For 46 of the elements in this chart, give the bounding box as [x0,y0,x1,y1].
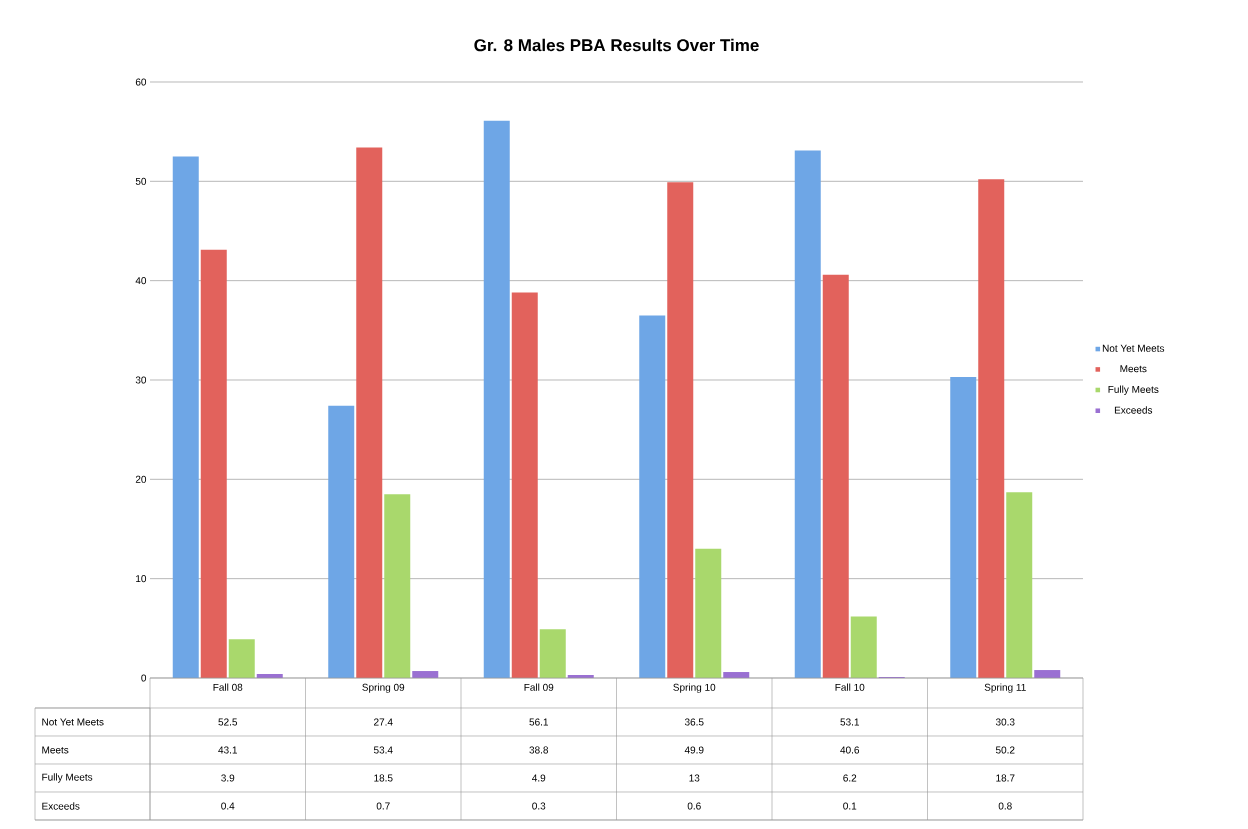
data-label: 53.1 [840,718,859,726]
legend-label: Exceeds [1114,406,1153,414]
x-tick-label: Spring 10 [673,683,716,693]
data-label: 52.5 [218,718,238,726]
data-label: 6.2 [843,774,857,782]
y-tick-label: 0 [141,674,147,682]
chart-title: Gr. 8 Males PBA Results Over Time [474,38,759,52]
data-label: 27.4 [374,718,393,726]
x-tick-label: Fall 09 [524,683,554,691]
data-label: 30.3 [995,718,1015,726]
data-label: 0.6 [687,802,701,810]
data-label: 49.9 [684,746,704,754]
x-tick-label: Fall 10 [835,683,865,691]
data-label: 43.1 [218,746,238,754]
x-tick-label: Spring 09 [362,683,405,693]
data-label: 38.8 [529,746,549,754]
text: Meets [42,746,69,754]
text: Fully Meets [42,773,93,783]
y-tick-label: 40 [135,277,147,285]
x-tick-label: Fall 08 [213,683,243,691]
data-label: 13 [689,774,700,782]
x-tick-label: Spring 11 [984,683,1026,693]
legend-label: Fully Meets [1108,385,1159,395]
y-tick-label: 60 [135,78,147,86]
y-tick-label: 20 [135,475,147,483]
legend-label: Not Yet Meets [1102,344,1165,352]
text: Exceeds [42,802,80,810]
data-label: 50.2 [995,746,1015,754]
data-label: 0.1 [843,802,857,810]
text: Not Yet Meets [42,718,104,726]
y-tick-label: 10 [136,575,147,583]
data-label: 18.7 [996,774,1015,782]
y-tick-label: 30 [135,376,147,384]
legend-label: Meets [1120,365,1147,373]
data-label: 0.8 [998,802,1012,810]
data-label: 40.6 [840,746,860,754]
data-label: 4.9 [532,774,546,782]
data-label: 18.5 [374,774,393,782]
data-label: 56.1 [529,718,548,726]
data-label: 53.4 [373,746,393,754]
data-label: 0.7 [376,802,390,810]
data-label: 0.3 [532,802,546,810]
data-label: 3.9 [221,774,235,782]
data-label: 0.4 [221,802,235,810]
y-tick-label: 50 [135,177,147,185]
data-label: 36.5 [684,718,704,726]
